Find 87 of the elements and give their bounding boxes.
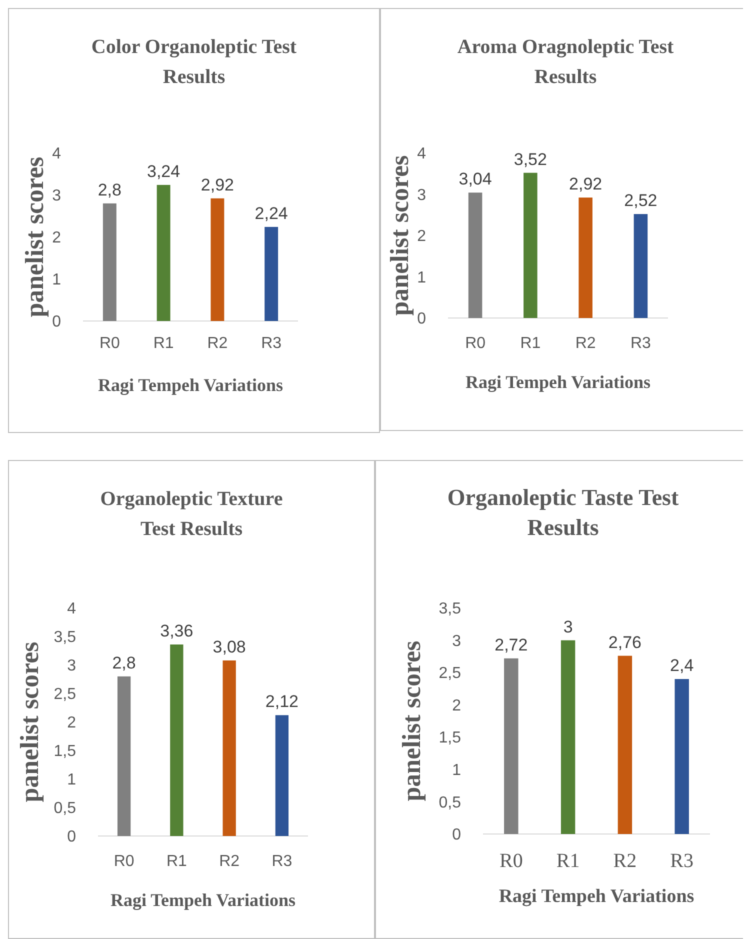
y-tick-label: 3,5 (54, 629, 76, 646)
data-label: 3,04 (458, 170, 492, 189)
x-tick-label: R3 (630, 335, 652, 352)
y-tick-label: 3 (67, 658, 76, 675)
data-label: 2,92 (200, 175, 234, 194)
bar (560, 640, 576, 834)
bar (578, 198, 592, 318)
y-tick-label: 0 (52, 314, 62, 331)
y-tick-label: 3,5 (438, 600, 462, 618)
x-tick-label: R2 (219, 853, 240, 870)
data-label: 3,24 (147, 162, 180, 181)
y-tick-label: 2 (452, 697, 462, 714)
bar (117, 676, 131, 836)
y-tick-label: 0 (67, 828, 76, 846)
bar (468, 192, 482, 318)
data-label: 2,52 (624, 191, 658, 210)
y-tick-label: 2,5 (438, 665, 462, 682)
x-axis-title: Ragi Tempeh Variations (98, 375, 284, 395)
bar (102, 203, 116, 321)
y-tick-label: 4 (67, 600, 76, 618)
data-label: 2,92 (569, 174, 602, 194)
y-tick-label: 3 (52, 188, 62, 205)
y-tick-label: 0,5 (54, 800, 76, 818)
chart-title: Organoleptic Taste Test Results (447, 485, 679, 540)
x-tick-label: R2 (575, 335, 596, 352)
x-axis-title: Ragi Tempeh Variations (465, 372, 651, 392)
bar (524, 172, 538, 318)
bar (634, 214, 648, 318)
y-axis-title: panelist scores (385, 155, 414, 316)
x-tick-label: R3 (272, 853, 292, 870)
x-tick-label: R3 (670, 850, 694, 872)
data-label: 2,12 (265, 692, 298, 712)
x-tick-label: R2 (207, 335, 228, 352)
y-axis-title: panelist scores (20, 156, 49, 318)
bar (210, 198, 224, 321)
data-label: 3,36 (160, 621, 194, 640)
y-tick-label: 1 (67, 772, 76, 789)
chart-title: Organoleptic Texture Test Results (100, 488, 283, 540)
bar (275, 715, 289, 836)
bar (618, 656, 632, 834)
data-label: 3,08 (212, 637, 246, 656)
y-tick-label: 0 (417, 310, 426, 328)
x-tick-label: R0 (99, 335, 120, 352)
bar (674, 679, 689, 834)
data-label: 2,76 (608, 632, 642, 652)
x-tick-label: R3 (261, 335, 282, 352)
bar (170, 644, 184, 836)
y-tick-label: 3 (452, 632, 462, 650)
y-tick-label: 2,5 (54, 686, 76, 704)
bar (264, 226, 278, 321)
y-tick-label: 2 (67, 714, 76, 732)
x-tick-label: R1 (166, 853, 188, 870)
data-label: 2,4 (670, 656, 694, 676)
y-tick-label: 4 (52, 146, 62, 163)
y-tick-label: 2 (52, 230, 62, 247)
x-axis-title: Ragi Tempeh Variations (110, 890, 296, 910)
x-tick-label: R1 (556, 850, 580, 872)
y-tick-label: 3 (417, 186, 426, 204)
bar (222, 660, 236, 836)
x-tick-label: R1 (520, 335, 541, 352)
x-tick-label: R0 (114, 853, 134, 870)
data-label: 3 (563, 617, 573, 636)
x-tick-label: R1 (153, 335, 174, 352)
y-tick-label: 1,5 (54, 743, 76, 760)
data-label: 2,8 (98, 180, 122, 200)
bar (156, 184, 170, 321)
y-tick-label: 1 (452, 762, 462, 780)
data-label: 2,8 (112, 653, 136, 672)
y-tick-label: 4 (417, 146, 426, 163)
x-tick-label: R0 (465, 335, 486, 352)
chart-title: Aroma Oragnoleptic Test Results (457, 36, 674, 88)
y-tick-label: 1 (417, 269, 426, 286)
data-label: 2,24 (254, 204, 288, 223)
chart-title: Color Organoleptic Test Results (91, 36, 297, 88)
y-axis-title: panelist scores (15, 642, 44, 802)
data-label: 2,72 (494, 635, 528, 654)
x-tick-label: R0 (499, 850, 523, 872)
y-tick-label: 1,5 (438, 730, 462, 747)
y-tick-label: 1 (52, 272, 62, 289)
y-tick-label: 2 (417, 228, 426, 246)
y-tick-label: 0,5 (438, 794, 462, 812)
y-axis-title: panelist scores (397, 640, 426, 802)
bar (504, 658, 518, 834)
y-tick-label: 0 (452, 826, 462, 844)
x-tick-label: R2 (613, 850, 637, 872)
x-axis-title: Ragi Tempeh Variations (498, 886, 694, 907)
data-label: 3,52 (514, 150, 547, 169)
